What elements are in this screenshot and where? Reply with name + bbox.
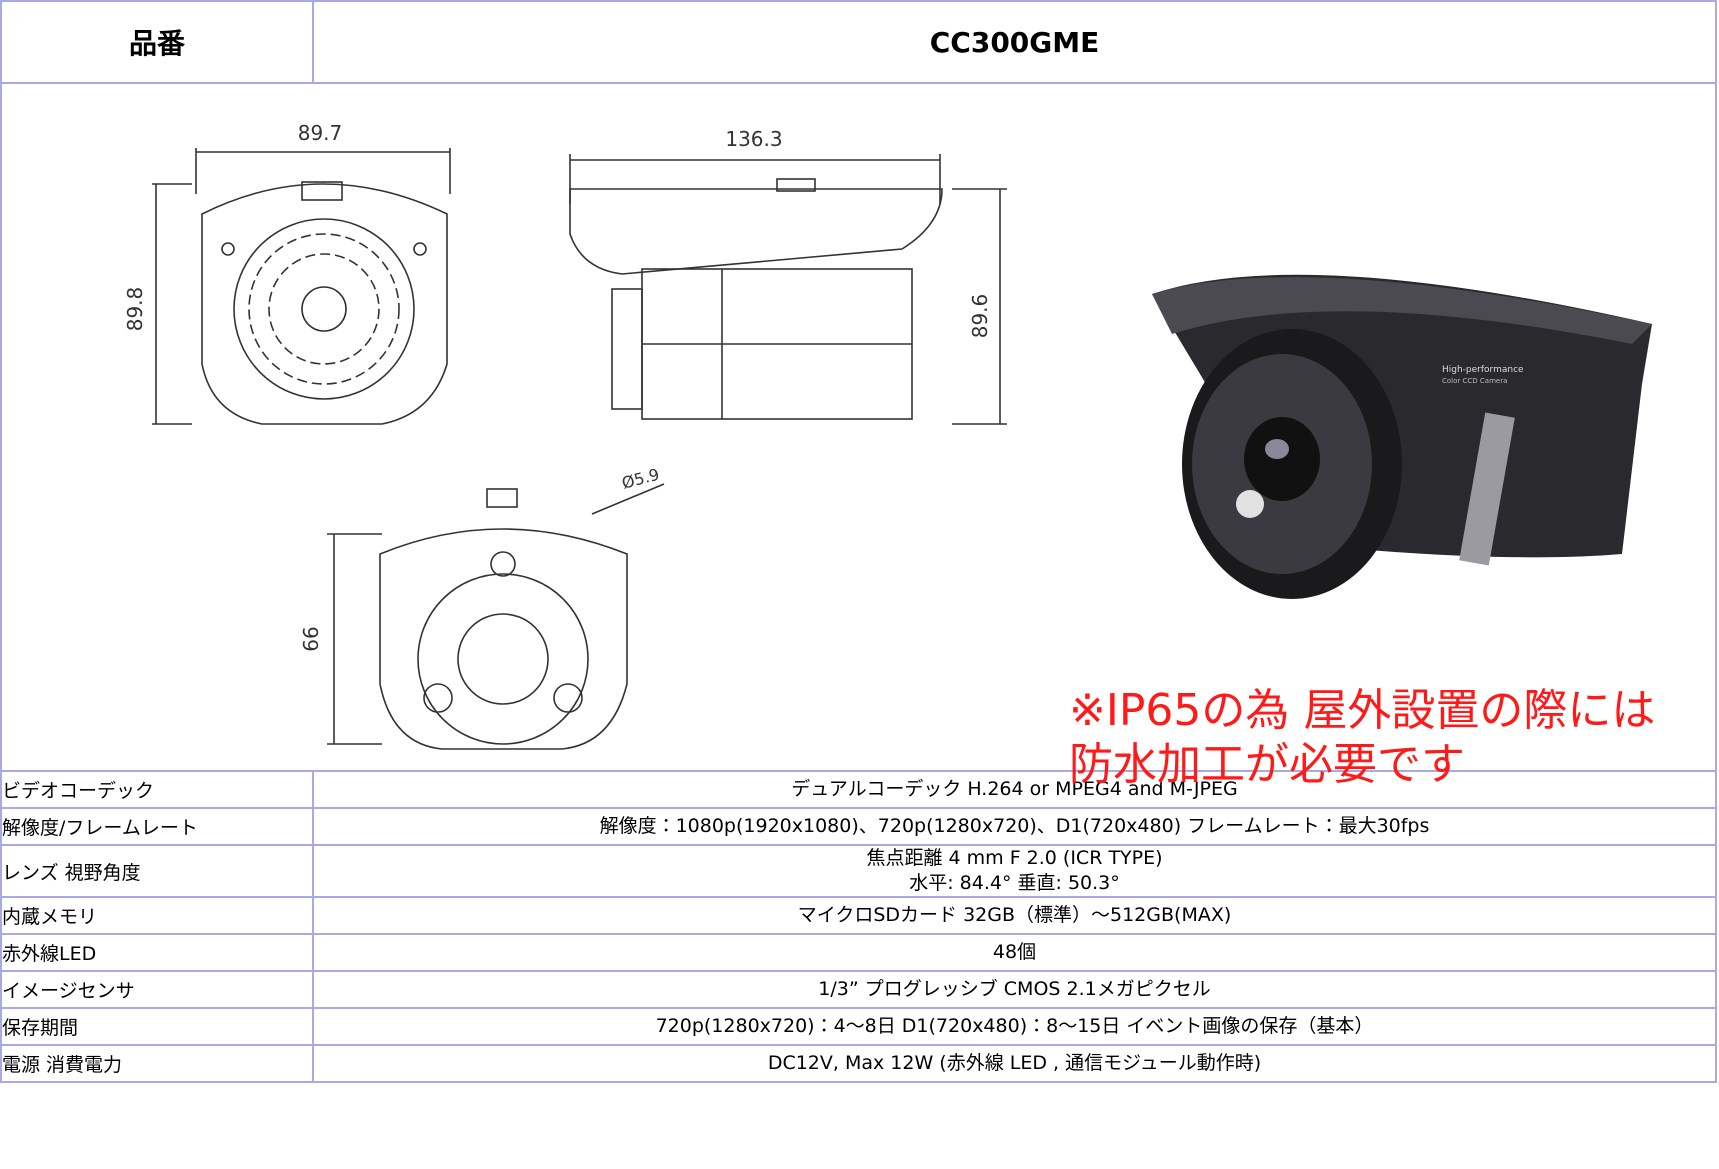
- drawing-cell: 89.7 89.8 136.3: [0, 82, 1717, 790]
- spec-value: DC12V, Max 12W (赤外線 LED , 通信モジュール動作時): [312, 1044, 1717, 1083]
- spec-table: 品番 CC300GME 89.7 89.8: [0, 0, 1717, 1083]
- dim-label: 66: [299, 626, 323, 651]
- dim-label: Ø5.9: [620, 465, 662, 493]
- drawings: 89.7 89.8 136.3: [123, 121, 1652, 750]
- spec-value: マイクロSDカード 32GB（標準）～512GB(MAX): [312, 896, 1717, 935]
- spec-value-line: 焦点距離 4 mm F 2.0 (ICR TYPE): [866, 847, 1163, 869]
- dim-label: 89.7: [298, 121, 343, 145]
- spec-value-line: 解像度：1080p(1920x1080)、720p(1280x720)、D1(7…: [599, 815, 1430, 837]
- spec-value: 焦点距離 4 mm F 2.0 (ICR TYPE) 水平: 84.4° 垂直: …: [312, 844, 1717, 898]
- spec-row: 赤外線LED 48個: [0, 933, 1717, 972]
- spec-label: 内蔵メモリ: [0, 896, 314, 935]
- photo-text: Color CCD Camera: [1442, 377, 1507, 385]
- spec-label: 解像度/フレームレート: [0, 807, 314, 846]
- dim-label: 89.6: [968, 294, 992, 339]
- camera-photo: High-performance Color CCD Camera: [1152, 274, 1652, 599]
- note-line: ※IP65の為 屋外設置の際には: [1069, 685, 1656, 736]
- spec-row: 内蔵メモリ マイクロSDカード 32GB（標準）～512GB(MAX): [0, 896, 1717, 935]
- dim-label: 89.8: [123, 287, 147, 332]
- spec-label: 赤外線LED: [0, 933, 314, 972]
- spec-row: 解像度/フレームレート 解像度：1080p(1920x1080)、720p(128…: [0, 807, 1717, 846]
- spec-value: 48個: [312, 933, 1717, 972]
- bottom-view: 66 Ø5.9: [299, 465, 665, 750]
- spec-value-line: 水平: 84.4° 垂直: 50.3°: [909, 872, 1120, 894]
- spec-value: 解像度：1080p(1920x1080)、720p(1280x720)、D1(7…: [312, 807, 1717, 846]
- spec-row: 電源 消費電力 DC12V, Max 12W (赤外線 LED , 通信モジュール…: [0, 1044, 1717, 1083]
- spec-row: 保存期間 720p(1280x720)：4～8日 D1(720x480)：8～15…: [0, 1007, 1717, 1046]
- front-view: 89.7 89.8: [123, 121, 451, 425]
- spec-value: 1/3” プログレッシブ CMOS 2.1メガピクセル: [312, 970, 1717, 1009]
- spec-value-line: マイクロSDカード 32GB（標準）～512GB(MAX): [797, 904, 1232, 926]
- spec-value-line: デュアルコーデック H.264 or MPEG4 and M-JPEG: [791, 778, 1238, 800]
- spec-row: レンズ 視野角度 焦点距離 4 mm F 2.0 (ICR TYPE) 水平: 84…: [0, 844, 1717, 898]
- spec-value-line: 48個: [992, 941, 1037, 963]
- dim-label: 136.3: [725, 127, 782, 151]
- spec-value-line: DC12V, Max 12W (赤外線 LED , 通信モジュール動作時): [767, 1052, 1262, 1074]
- header-row: 品番 CC300GME: [0, 0, 1717, 84]
- side-view: 136.3 89.6: [569, 127, 1007, 425]
- spec-value: デュアルコーデック H.264 or MPEG4 and M-JPEG: [312, 770, 1717, 809]
- header-value: CC300GME: [312, 0, 1717, 84]
- photo-text: High-performance: [1442, 365, 1524, 375]
- note: ※IP65の為 屋外設置の際には 防水加工が必要です: [1069, 684, 1655, 792]
- spec-row: ビデオコーデック デュアルコーデック H.264 or MPEG4 and M-J…: [0, 770, 1717, 809]
- spec-label: レンズ 視野角度: [0, 844, 314, 898]
- drawing-row: 89.7 89.8 136.3: [0, 82, 1717, 790]
- spec-value-line: 1/3” プログレッシブ CMOS 2.1メガピクセル: [818, 978, 1211, 1000]
- spec-value-line: 720p(1280x720)：4～8日 D1(720x480)：8～15日 イベ…: [655, 1015, 1374, 1037]
- spec-label: 電源 消費電力: [0, 1044, 314, 1083]
- spec-label: ビデオコーデック: [0, 770, 314, 809]
- spec-value: 720p(1280x720)：4～8日 D1(720x480)：8～15日 イベ…: [312, 1007, 1717, 1046]
- note-line: 防水加工が必要です: [1069, 739, 1465, 790]
- spec-label: イメージセンサ: [0, 970, 314, 1009]
- spec-row: イメージセンサ 1/3” プログレッシブ CMOS 2.1メガピクセル: [0, 970, 1717, 1009]
- header-label: 品番: [0, 0, 314, 84]
- spec-label: 保存期間: [0, 1007, 314, 1046]
